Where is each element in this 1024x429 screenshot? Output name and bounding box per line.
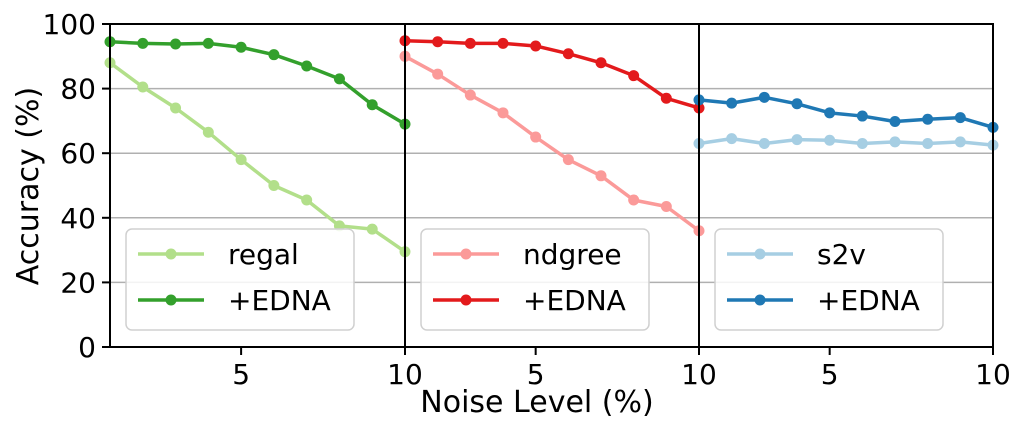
data-point: [726, 97, 738, 109]
data-point: [595, 57, 607, 69]
data-point: [235, 41, 247, 53]
data-point: [366, 99, 378, 111]
panel-frame-3: [698, 23, 994, 348]
data-point: [791, 98, 803, 110]
legend-layer: regal +EDNA ndgree +EDNA s2v +EDNA: [125, 228, 944, 331]
legend-marker: [754, 248, 766, 260]
data-point: [202, 37, 214, 49]
legend-marker: [754, 294, 766, 306]
series-line: [698, 136, 994, 147]
series-s2v-panel-3: [693, 133, 999, 151]
data-point: [595, 170, 607, 182]
series-line: [404, 54, 701, 233]
data-point: [530, 40, 542, 52]
y-tick-label: 80: [60, 73, 96, 106]
data-point: [301, 194, 313, 206]
data-point: [922, 138, 934, 150]
y-tick-label: 20: [60, 266, 96, 299]
data-point: [268, 180, 280, 191]
data-point: [758, 91, 770, 103]
data-point: [758, 138, 770, 150]
data-point: [628, 194, 640, 206]
series-line: [404, 39, 700, 110]
data-point: [235, 154, 247, 166]
data-point: [170, 102, 182, 114]
data-point: [922, 113, 934, 125]
data-point: [726, 133, 738, 145]
y-tick-label: 60: [60, 137, 96, 170]
data-point: [660, 200, 672, 212]
legend-marker: [165, 294, 177, 306]
data-point: [562, 48, 574, 60]
series-line: [108, 61, 406, 254]
legend-label: +EDNA: [228, 284, 331, 317]
data-point: [202, 126, 214, 138]
frame-layer: [109, 23, 994, 348]
data-point: [856, 138, 868, 150]
data-point: [791, 134, 803, 146]
data-point: [497, 37, 509, 49]
x-tick-label: 10: [681, 358, 717, 391]
data-point: [333, 73, 345, 85]
data-point: [366, 223, 378, 235]
legend-label: regal: [228, 238, 299, 271]
data-point: [464, 37, 476, 49]
series-ndgree-panel-2: [399, 50, 705, 237]
data-point: [856, 110, 868, 122]
data-point: [137, 37, 149, 49]
data-point: [889, 136, 901, 148]
data-point: [628, 70, 640, 82]
legend-label: +EDNA: [523, 284, 626, 317]
legend-label: s2v: [817, 238, 866, 271]
data-point: [432, 36, 444, 48]
data-point: [530, 131, 542, 143]
data-point: [954, 136, 966, 148]
series-edna-panel-1: [104, 36, 411, 130]
legend-label: ndgree: [523, 238, 622, 271]
data-point: [889, 116, 901, 128]
legend-panel-2: ndgree +EDNA: [420, 228, 650, 331]
tick-layer: 0 20 40 60 80 100 5 10 5 10 5 10: [43, 8, 1011, 391]
legend-marker: [165, 248, 177, 260]
x-tick-label: 5: [821, 358, 839, 391]
x-tick-label: 5: [527, 358, 545, 391]
data-point: [660, 92, 672, 104]
data-point: [464, 89, 476, 101]
series-regal-panel-1: [104, 57, 411, 258]
x-axis-title: Noise Level (%): [420, 385, 653, 420]
series-line: [698, 95, 994, 130]
x-tick-label: 10: [975, 358, 1011, 391]
legend-panel-1: regal +EDNA: [125, 228, 355, 331]
data-point: [824, 107, 836, 119]
data-point: [301, 60, 313, 72]
data-point: [137, 81, 149, 93]
series-layer: [104, 35, 999, 258]
series-edna-panel-2: [399, 35, 705, 114]
series-line: [109, 40, 406, 126]
legend-marker: [460, 294, 472, 306]
data-point: [170, 38, 182, 50]
y-axis-title: Accuracy (%): [11, 87, 46, 285]
data-point: [497, 107, 509, 119]
data-point: [562, 154, 574, 166]
y-tick-label: 40: [60, 202, 96, 235]
data-point: [824, 134, 836, 146]
data-point: [954, 112, 966, 124]
legend-label: +EDNA: [817, 284, 920, 317]
legend-marker: [460, 248, 472, 260]
legend-panel-3: s2v +EDNA: [714, 228, 944, 331]
data-point: [432, 68, 444, 80]
x-tick-label: 5: [232, 358, 250, 391]
data-point: [268, 49, 280, 61]
y-tick-label: 100: [43, 8, 96, 41]
x-tick-label: 10: [387, 358, 423, 391]
y-tick-label: 0: [78, 331, 96, 364]
series-edna-panel-3: [693, 91, 999, 133]
